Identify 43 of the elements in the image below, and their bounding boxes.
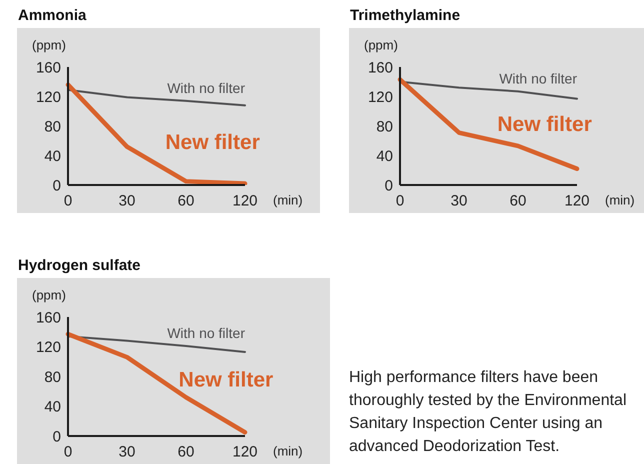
x-tick-label: 60 [510,192,526,210]
x-axis-title: (min) [273,444,303,458]
y-tick-label: 160 [36,309,61,326]
x-tick-label: 120 [232,444,258,461]
y-axis-title: (ppm) [32,288,66,302]
series-label: New filter [178,368,274,392]
y-tick-label: 160 [36,59,61,76]
x-tick-label: 30 [118,192,136,210]
series-label: New filter [497,113,592,136]
x-tick-label: 60 [178,444,194,461]
y-axis-title: (ppm) [32,38,66,52]
y-tick-label: 0 [52,428,61,446]
y-tick-label: 40 [44,398,61,416]
y-tick-label: 0 [384,177,393,194]
y-tick-label: 80 [44,118,61,136]
x-tick-label: 60 [178,192,194,210]
chart-title: Hydrogen sulfate [18,257,141,274]
series-label: With no filter [499,70,578,86]
x-tick-label: 30 [450,192,468,210]
y-axis-title: (ppm) [364,38,398,52]
y-tick-label: 80 [376,118,393,136]
y-tick-label: 80 [44,368,61,386]
y-tick-label: 40 [44,148,61,165]
y-tick-label: 120 [36,339,61,356]
y-tick-label: 120 [36,88,61,106]
x-tick-label: 0 [64,444,72,461]
series-label: With no filter [167,325,246,342]
x-tick-label: 120 [564,192,590,210]
text: High performance filters have been thoroughly tested by the Environmental Sanitary Inspection Center using an advanced Deodorization Test. [349,368,628,457]
y-tick-label: 0 [52,177,61,194]
x-axis-title: (min) [273,192,303,208]
series-label: With no filter [167,80,246,96]
x-tick-label: 120 [232,192,258,210]
y-tick-label: 160 [368,59,393,76]
chart-title: Trimethylamine [350,7,460,24]
y-tick-label: 120 [368,88,393,106]
x-tick-label: 30 [118,444,136,461]
x-tick-label: 0 [396,192,404,210]
series-label: New filter [165,130,260,154]
chart-title: Ammonia [18,7,86,24]
x-axis-title: (min) [605,192,635,208]
y-tick-label: 40 [376,148,393,165]
x-tick-label: 0 [64,192,72,210]
